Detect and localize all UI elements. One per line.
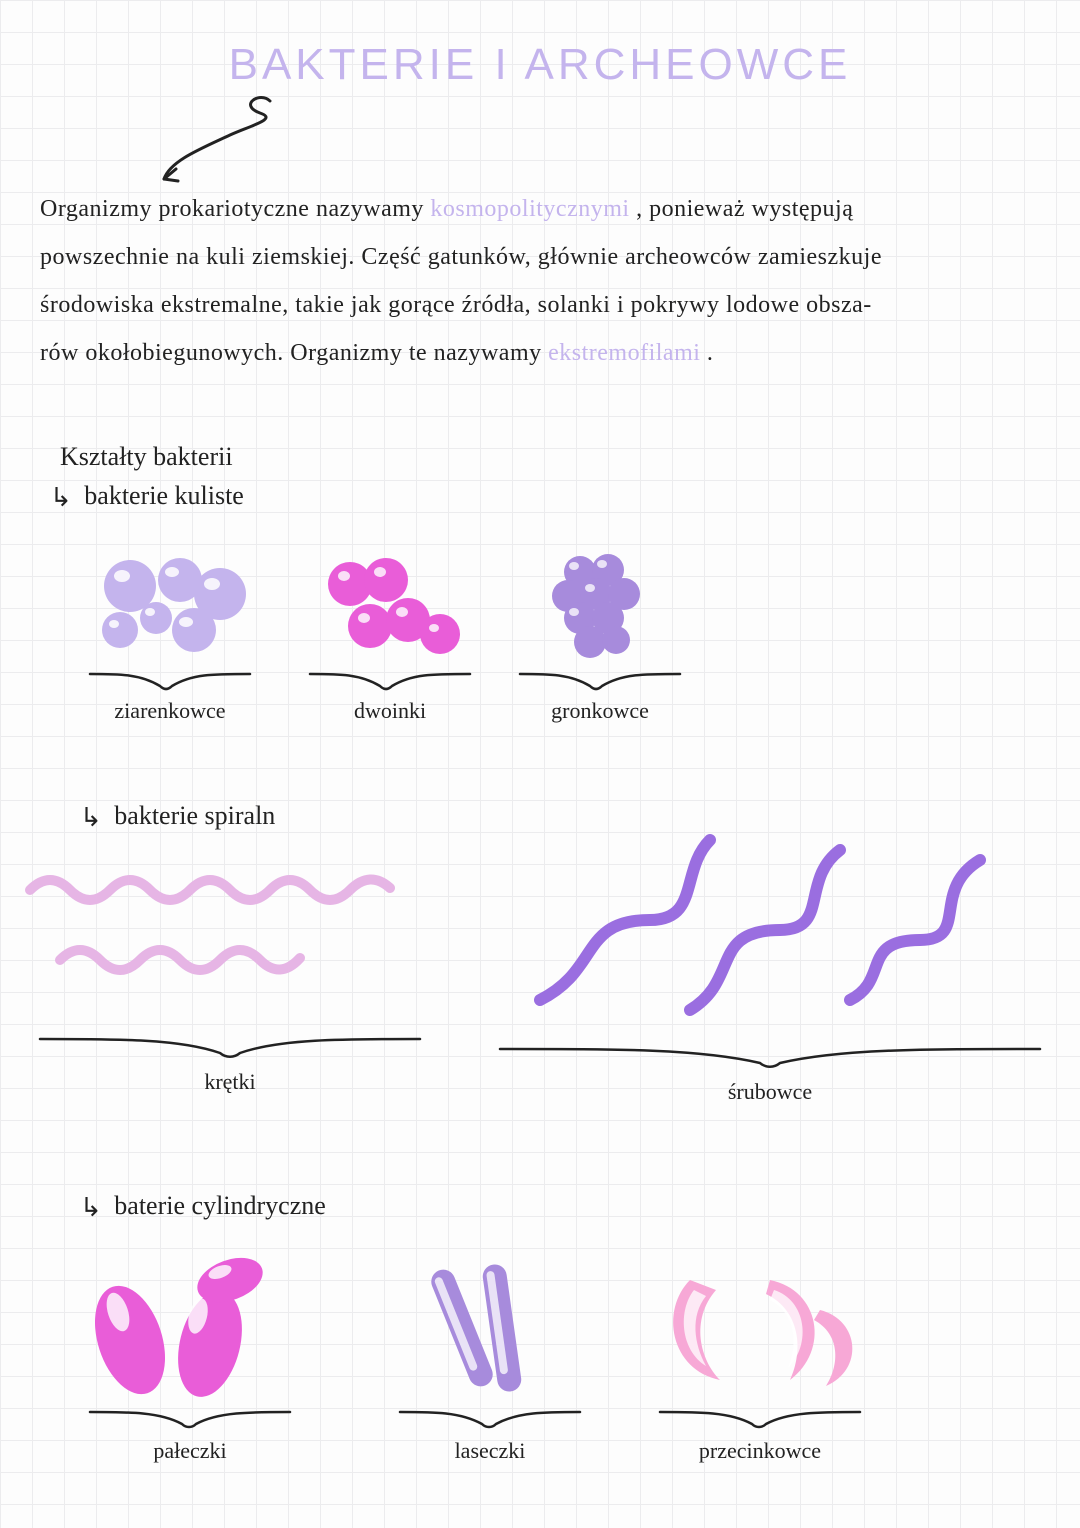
heading-spiral-text: bakterie spiraln — [114, 801, 275, 830]
brace-icon — [510, 666, 690, 696]
cell-kretki: krętki — [20, 850, 440, 1095]
intro-line4b: . — [707, 340, 714, 366]
label-srubowce: śrubowce — [480, 1079, 1060, 1105]
cell-dwoinki: dwoinki — [280, 550, 500, 724]
label-gronkowce: gronkowce — [490, 698, 710, 724]
heading-spherical-text: bakterie kuliste — [84, 481, 244, 510]
cell-ziarenkowce: ziarenkowce — [60, 550, 280, 724]
fig-laseczki — [390, 1250, 590, 1400]
brace-icon — [80, 1406, 300, 1436]
fig-ziarenkowce — [80, 550, 260, 660]
label-dwoinki: dwoinki — [280, 698, 500, 724]
label-kretki: krętki — [20, 1069, 440, 1095]
heading-cylindrical: ↳ baterie cylindryczne — [80, 1190, 326, 1221]
intro-hl2: ekstremofilami — [548, 340, 700, 366]
sub-arrow-icon: ↳ — [80, 802, 102, 833]
row-spherical: ziarenkowce dwoinki — [60, 550, 960, 750]
intro-line1a: Organizmy prokariotyczne nazywamy — [40, 196, 430, 222]
heading-shapes: Kształty bakterii — [60, 442, 233, 472]
heading-spiral: ↳ bakterie spiraln — [80, 800, 275, 831]
cell-paleczki: pałeczki — [60, 1250, 320, 1464]
label-paleczki: pałeczki — [60, 1438, 320, 1464]
label-laseczki: laseczki — [380, 1438, 600, 1464]
brace-icon — [650, 1406, 870, 1436]
cell-laseczki: laseczki — [380, 1250, 600, 1464]
cell-srubowce: śrubowce — [480, 830, 1060, 1105]
brace-icon — [490, 1041, 1050, 1077]
row-cylindrical: pałeczki laseczki — [60, 1250, 1020, 1510]
brace-icon — [300, 666, 480, 696]
fig-srubowce — [480, 830, 1060, 1030]
fig-dwoinki — [300, 550, 480, 660]
intro-line1: Organizmy prokariotyczne nazywamy kosmop… — [40, 185, 1050, 233]
label-przecinkowce: przecinkowce — [640, 1438, 880, 1464]
brace-icon — [80, 666, 260, 696]
cell-gronkowce: gronkowce — [490, 550, 710, 724]
fig-paleczki — [70, 1250, 310, 1400]
intro-paragraph: Organizmy prokariotyczne nazywamy kosmop… — [40, 185, 1050, 377]
sub-arrow-icon: ↳ — [80, 1192, 102, 1223]
intro-line1b: , ponieważ występują — [636, 196, 853, 222]
intro-line4a: rów okołobiegunowych. Organizmy te nazyw… — [40, 340, 548, 366]
label-ziarenkowce: ziarenkowce — [60, 698, 280, 724]
intro-line3: środowiska ekstremalne, takie jak gorące… — [40, 281, 1050, 329]
fig-gronkowce — [510, 550, 690, 660]
brace-icon — [30, 1031, 430, 1067]
arrow-title-to-intro — [160, 95, 300, 183]
intro-line4: rów okołobiegunowych. Organizmy te nazyw… — [40, 329, 1050, 377]
intro-hl1: kosmopolitycznymi — [430, 196, 629, 222]
intro-line2: powszechnie na kuli ziemskiej. Część gat… — [40, 233, 1050, 281]
row-spiral: krętki śrubowce — [20, 850, 1060, 1130]
heading-spherical: ↳ bakterie kuliste — [50, 480, 244, 511]
page-title: BAKTERIE I ARCHEOWCE — [0, 40, 1080, 90]
fig-kretki — [20, 850, 440, 1020]
cell-przecinkowce: przecinkowce — [640, 1250, 880, 1464]
heading-cylindrical-text: baterie cylindryczne — [114, 1191, 326, 1220]
brace-icon — [390, 1406, 590, 1436]
fig-przecinkowce — [650, 1250, 870, 1400]
sub-arrow-icon: ↳ — [50, 482, 72, 513]
